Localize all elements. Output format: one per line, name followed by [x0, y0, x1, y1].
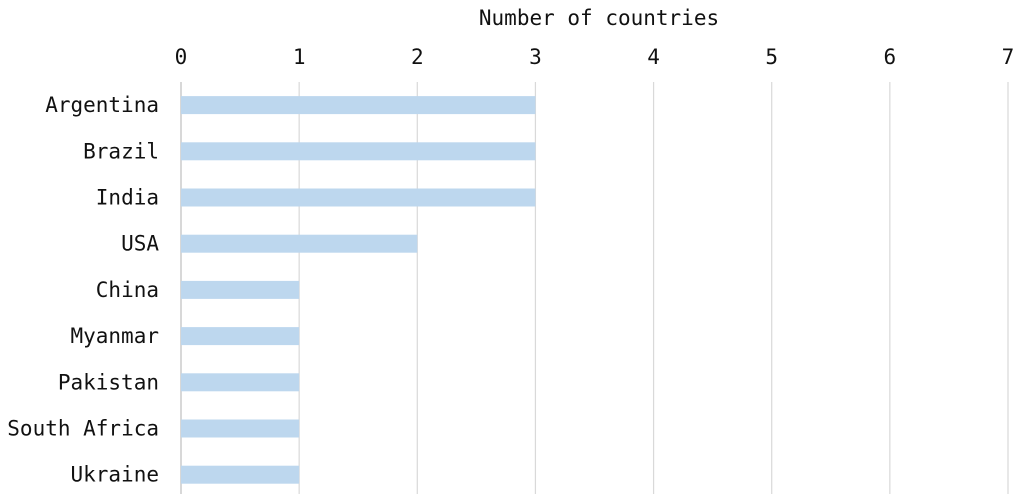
x-tick-label: 2 — [411, 45, 424, 69]
x-tick-label: 3 — [529, 45, 542, 69]
bar — [181, 327, 300, 346]
bar — [181, 465, 300, 484]
category-label: Myanmar — [70, 324, 159, 348]
x-tick-label: 5 — [765, 45, 778, 69]
category-label: USA — [121, 232, 159, 256]
category-label: Brazil — [83, 139, 159, 163]
bar — [181, 419, 300, 438]
bar — [181, 96, 536, 115]
category-label: Ukraine — [70, 463, 159, 487]
category-label: India — [96, 186, 159, 210]
x-tick-label: 4 — [647, 45, 660, 69]
category-label: South Africa — [7, 417, 159, 441]
bar — [181, 373, 300, 392]
x-tick-labels: 0 1 2 3 4 5 6 7 — [175, 45, 1015, 69]
category-label: Pakistan — [58, 370, 159, 394]
x-tick-label: 1 — [293, 45, 306, 69]
x-tick-label: 0 — [175, 45, 188, 69]
x-tick-label: 7 — [1002, 45, 1015, 69]
category-label: China — [96, 278, 159, 302]
x-tick-label: 6 — [884, 45, 897, 69]
bar — [181, 234, 418, 253]
bar — [181, 280, 300, 299]
bars — [181, 96, 536, 484]
x-axis-title: Number of countries — [479, 6, 719, 30]
bar — [181, 188, 536, 207]
category-label: Argentina — [45, 93, 159, 117]
category-labels: Argentina Brazil India USA China Myanmar Pakis… — [7, 93, 159, 487]
bar — [181, 142, 536, 161]
